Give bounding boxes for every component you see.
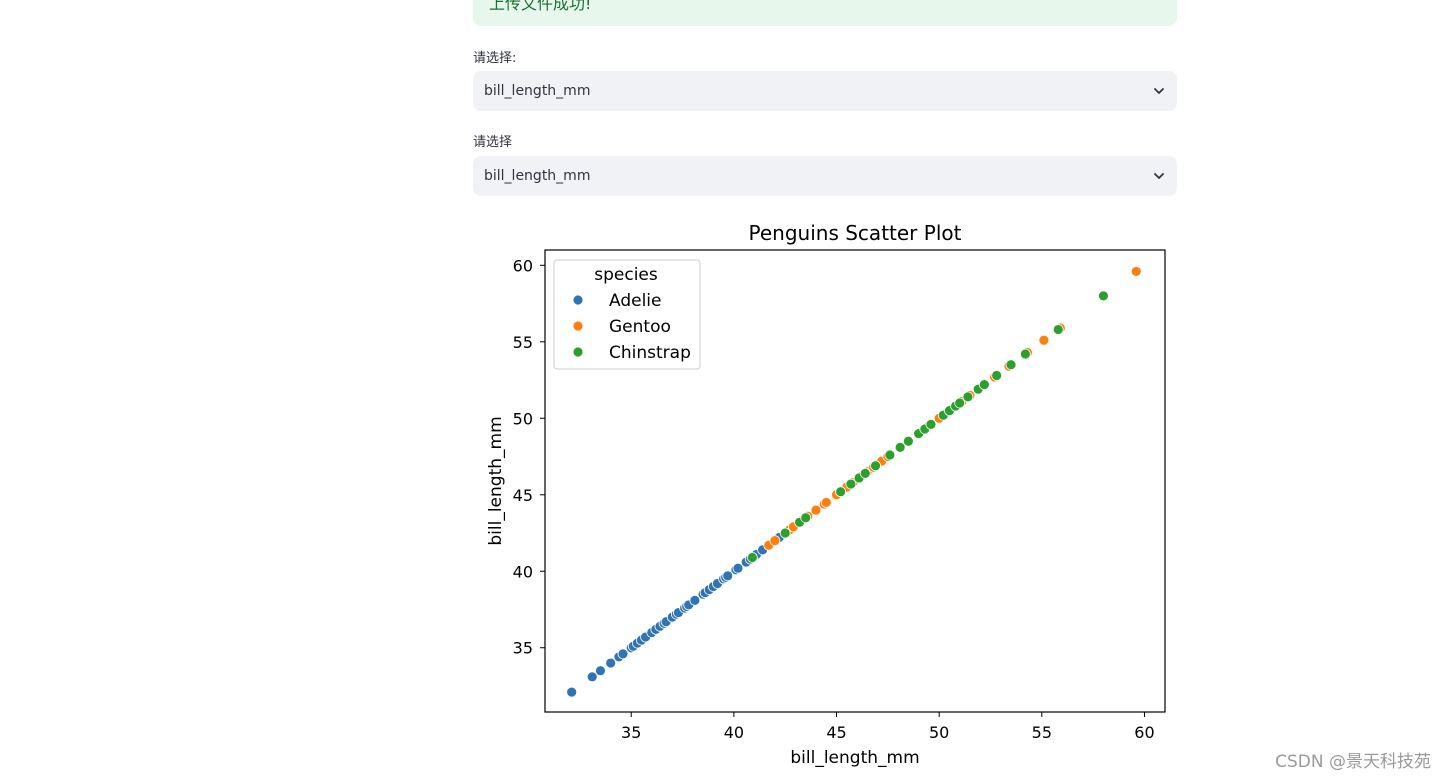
- scatter-plot: Penguins Scatter Plot 35 40 45 50 55 60 35 40 45…: [486, 221, 1166, 768]
- plot-frame: [544, 249, 1166, 713]
- chart-title: Penguins Scatter Plot: [749, 221, 962, 245]
- alert-text: 上传文件成功!: [489, 0, 592, 13]
- point-chinstrap: [859, 467, 871, 479]
- point-chinstrap: [894, 441, 906, 453]
- point-adelie: [586, 671, 598, 683]
- point-chinstrap: [1005, 359, 1017, 371]
- x-tick-label: 55: [1032, 723, 1052, 742]
- x-tick-label: 60: [1134, 723, 1154, 742]
- point-chinstrap: [870, 460, 881, 472]
- point-chinstrap: [835, 486, 847, 498]
- x-tick-label: 50: [929, 723, 949, 742]
- point-gentoo: [820, 497, 832, 508]
- point-gentoo: [769, 535, 781, 547]
- x-axis-select[interactable]: bill_length_mm: [473, 71, 1177, 111]
- legend-label-adelie: Adelie: [609, 291, 662, 311]
- point-adelie: [566, 686, 578, 698]
- legend: species Adelie Gentoo Chinstrap: [553, 259, 701, 370]
- point-adelie: [617, 648, 629, 660]
- legend-label-gentoo: Gentoo: [609, 317, 671, 337]
- y-axis-label: bill_length_mm: [486, 416, 506, 545]
- select-label-2: 请选择: [473, 135, 513, 150]
- point-adelie: [689, 594, 701, 606]
- legend-title: species: [594, 265, 658, 285]
- x-tick-label: 45: [826, 723, 846, 742]
- point-chinstrap: [845, 478, 857, 490]
- point-chinstrap: [991, 370, 1003, 381]
- legend-marker-adelie: [572, 294, 584, 306]
- y-tick-label: 40: [513, 562, 533, 581]
- y-axis-select[interactable]: bill_length_mm: [473, 156, 1177, 196]
- point-adelie: [722, 570, 734, 582]
- watermark: CSDN @景天科技苑: [1275, 752, 1431, 772]
- point-adelie: [595, 665, 606, 677]
- point-adelie: [732, 562, 744, 574]
- legend-marker-gentoo: [572, 320, 584, 332]
- legend-box: [553, 259, 701, 370]
- point-chinstrap: [954, 397, 966, 409]
- point-chinstrap: [779, 527, 791, 539]
- y-axis-select-value: bill_length_mm: [484, 168, 591, 184]
- y-tick-label: 60: [513, 256, 533, 275]
- point-chinstrap: [1019, 348, 1031, 360]
- y-tick-label: 45: [513, 486, 533, 505]
- x-tick-label: 40: [724, 723, 744, 742]
- point-gentoo: [1130, 266, 1142, 277]
- legend-label-chinstrap: Chinstrap: [609, 343, 691, 363]
- chevron-down-icon: [1154, 88, 1164, 94]
- y-tick-label: 35: [513, 639, 533, 658]
- point-chinstrap: [884, 449, 896, 461]
- point-gentoo: [1038, 334, 1050, 346]
- point-gentoo: [810, 504, 822, 516]
- point-chinstrap: [925, 418, 937, 430]
- point-chinstrap: [1098, 290, 1109, 302]
- point-chinstrap: [1052, 324, 1064, 335]
- upload-success-alert: 上传文件成功!: [473, 0, 1177, 26]
- point-chinstrap: [978, 379, 990, 391]
- point-adelie: [605, 657, 617, 669]
- legend-marker-chinstrap: [572, 346, 584, 358]
- y-tick-label: 55: [513, 333, 533, 352]
- y-tick-label: 50: [513, 409, 533, 428]
- point-chinstrap: [746, 552, 758, 563]
- chevron-down-icon: [1154, 173, 1164, 179]
- point-chinstrap: [902, 435, 914, 447]
- point-chinstrap: [800, 512, 812, 524]
- point-chinstrap: [962, 391, 974, 403]
- x-tick-label: 35: [621, 723, 641, 742]
- x-axis-select-value: bill_length_mm: [484, 83, 591, 99]
- select-label-1: 请选择:: [473, 51, 517, 66]
- x-axis-label: bill_length_mm: [790, 748, 919, 768]
